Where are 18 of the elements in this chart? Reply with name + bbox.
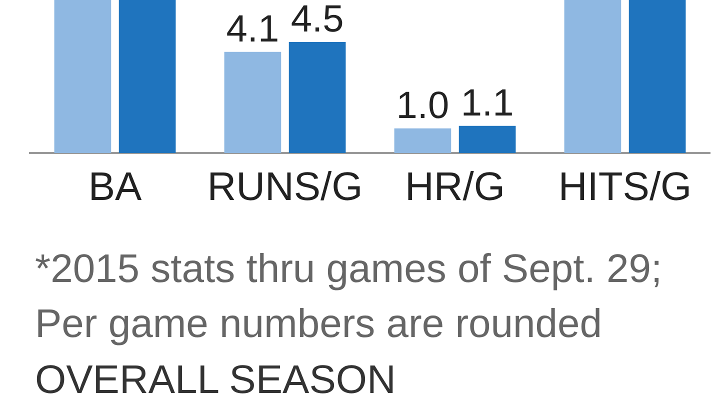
x-tick-label: HR/G bbox=[405, 165, 505, 210]
bar bbox=[458, 126, 516, 153]
bar bbox=[288, 42, 346, 153]
data-label: 1.1 bbox=[460, 82, 514, 124]
bar bbox=[118, 0, 176, 153]
bar bbox=[54, 0, 112, 153]
data-label: 4.1 bbox=[226, 8, 280, 50]
bar bbox=[224, 52, 282, 153]
text: OVERALL SEASON bbox=[35, 358, 397, 402]
x-tick-label: RUNS/G bbox=[207, 165, 363, 210]
data-label: 1.0 bbox=[396, 84, 450, 127]
data-label: 4.5 bbox=[290, 0, 344, 40]
bar bbox=[564, 0, 622, 153]
x-tick-label: HITS/G bbox=[558, 165, 692, 210]
x-tick-label: BA bbox=[88, 165, 142, 210]
bar bbox=[394, 128, 452, 153]
text: *2015 stats thru games of Sept. 29; Per game numbers are rounded bbox=[35, 246, 664, 348]
bar bbox=[628, 0, 686, 153]
